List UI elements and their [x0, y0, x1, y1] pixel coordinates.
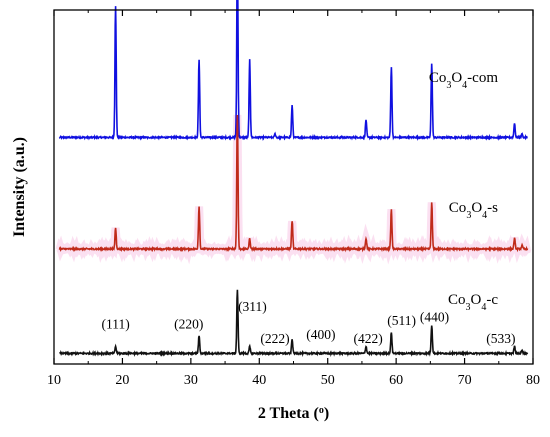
x-axis-title-main: 2 Theta (: [258, 405, 319, 422]
series-label-part: 3: [466, 302, 471, 313]
series-label-part: 3: [446, 80, 451, 91]
series-label-part: Co: [449, 200, 467, 216]
series-label-part: -c: [486, 292, 498, 308]
series-label-part: O: [471, 200, 482, 216]
series-label-part: 3: [466, 210, 471, 221]
x-tick-label: 20: [115, 373, 129, 388]
series-label-part: O: [471, 292, 482, 308]
x-axis-title-end: ): [324, 405, 329, 422]
series-label-part: -s: [487, 200, 498, 216]
hkl-label: (533): [486, 331, 515, 346]
x-tick-label: 60: [389, 373, 403, 388]
series-label-co3o4-com: Co3O4-com: [429, 70, 499, 91]
x-tick-label: 30: [184, 373, 198, 388]
series-label-part: Co: [429, 70, 447, 86]
x-tick-label: 40: [252, 373, 266, 388]
series-label-part: O: [451, 70, 462, 86]
hkl-label: (220): [174, 317, 203, 332]
x-axis-title-sup: o: [319, 405, 324, 416]
hkl-label: (422): [353, 331, 382, 346]
series-line-co3o4-com: [58, 0, 528, 142]
series-line-co3o4-c: [59, 289, 529, 358]
hkl-label: (440): [420, 310, 449, 325]
x-tick-label: 50: [321, 373, 335, 388]
plot-frame: [53, 9, 534, 365]
x-tick-label: 80: [526, 373, 540, 388]
series-label-part: 4: [462, 80, 467, 91]
series-line-co3o4-s: [58, 114, 529, 253]
series-label-co3o4-s: Co3O4-s: [449, 200, 498, 221]
x-tick-label: 10: [47, 373, 61, 388]
hkl-label: (311): [238, 299, 267, 314]
series-label-part: 4: [482, 210, 487, 221]
series-layer: [58, 0, 529, 358]
x-tick-label: 70: [458, 373, 472, 388]
y-axis-title: Intensity (a.u.): [11, 137, 28, 237]
hkl-label: (400): [306, 327, 335, 342]
series-label-part: Co: [448, 292, 466, 308]
x-axis-title: 2 Theta (o): [258, 405, 329, 423]
hkl-label: (111): [101, 317, 129, 332]
ticks-layer: 10 20 30 40 50 60 70 80: [47, 10, 540, 388]
series-label-part: -com: [467, 70, 498, 86]
hkl-label: (511): [387, 313, 416, 328]
series-label-co3o4-c: Co3O4-c: [448, 292, 498, 313]
hkl-label: (222): [260, 331, 289, 346]
series-label-part: 4: [481, 302, 486, 313]
